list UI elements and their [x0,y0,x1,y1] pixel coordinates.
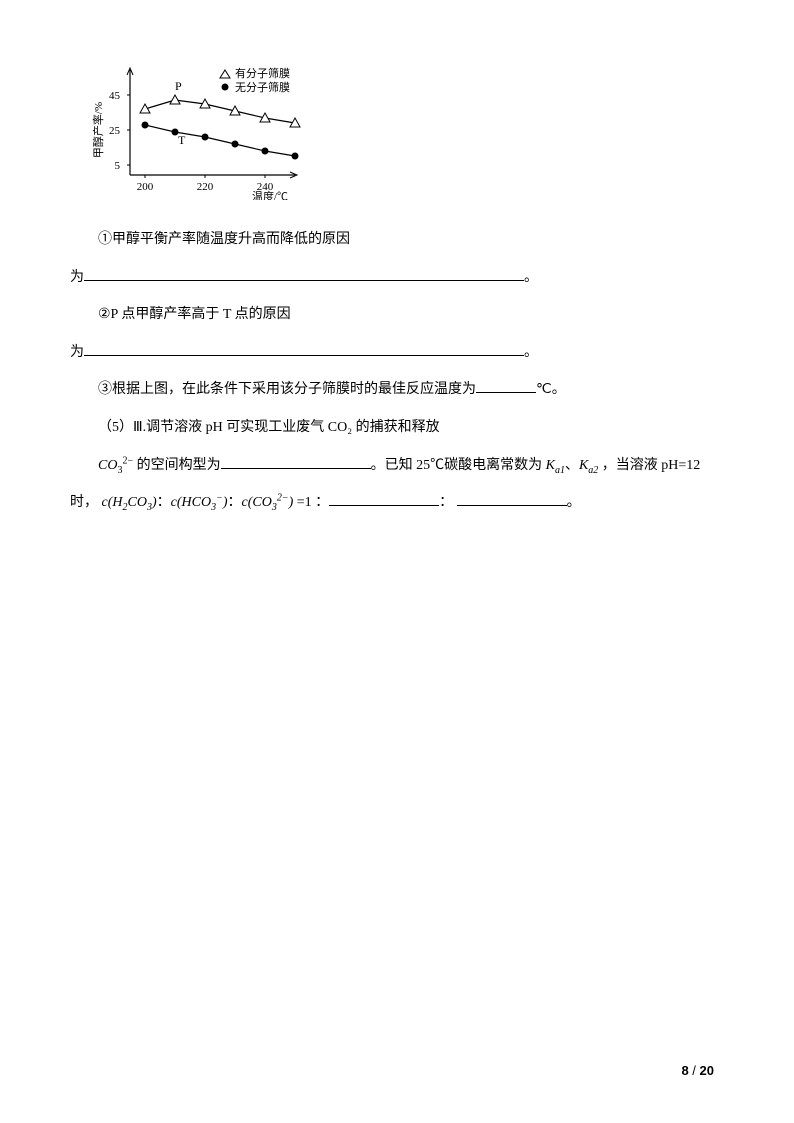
q1-label: ①甲醇平衡产率随温度升高而降低的原因 [70,223,724,257]
q1-blank[interactable] [84,267,524,281]
co3-sub: 3 [117,464,122,475]
q3-prefix: ③根据上图，在此条件下采用该分子筛膜时的最佳反应温度为 [98,382,476,397]
q5-mid3: ，当溶液 pH=12 [598,458,700,473]
q5-line1: CO32− 的空间构型为。已知 25℃碳酸电离常数为 Ka1、Ka2 ，当溶液 … [70,449,724,483]
svg-text:25: 25 [109,125,121,137]
q2-suffix: 。 [524,345,538,360]
page-current: 8 [681,1063,688,1078]
svg-text:220: 220 [197,181,214,193]
page-footer: 8 / 20 [681,1063,714,1078]
eq: =1 ： [293,495,329,510]
svg-text:甲醇产率/%: 甲醇产率/% [91,102,105,158]
colon1: ： [157,495,171,510]
colon3: ： [439,495,453,510]
svg-text:P: P [175,79,182,93]
q5-blank-shape[interactable] [221,455,371,469]
q5-header: （5）Ⅲ.调节溶液 pH 可实现工业废气 CO₂ 的捕获和释放 [70,411,724,445]
q1-prefix: 为 [70,270,84,285]
chart-svg: 5 25 45 200 220 240 甲醇产率/% 温度/℃ P T 有分子筛… [90,60,310,200]
q1-blank-line: 为。 [70,261,724,295]
q5-ratio-blank-1[interactable] [329,492,439,506]
ka1-sub: a1 [555,464,565,475]
methanol-yield-chart: 5 25 45 200 220 240 甲醇产率/% 温度/℃ P T 有分子筛… [90,60,724,205]
page-sep: / [689,1063,700,1078]
q2-blank-line: 为。 [70,336,724,370]
c-h2co3: c(H2CO3) [102,495,157,510]
co3-c: CO [98,458,117,473]
legend-item-1: 有分子筛膜 [235,66,290,80]
q2-prefix: 为 [70,345,84,360]
svg-text:温度/℃: 温度/℃ [252,189,288,200]
legend-item-2: 无分子筛膜 [235,80,290,94]
q2-label: ②P 点甲醇产率高于 T 点的原因 [70,298,724,332]
co3-sup: 2− [122,455,133,466]
q5-mid1: 的空间构型为 [133,458,221,473]
q3-line: ③根据上图，在此条件下采用该分子筛膜时的最佳反应温度为 ℃。 [70,373,724,407]
colon2: ： [227,495,241,510]
q5-line2: 时， c(H2CO3)：c(HCO3−)：c(CO32−) =1 ：： 。 [70,486,724,520]
page-total: 20 [700,1063,714,1078]
svg-text:45: 45 [109,90,121,102]
q1-suffix: 。 [524,270,538,285]
q3-unit: ℃。 [536,382,566,397]
q2-blank[interactable] [84,342,524,356]
q5l2-pre: 时， [70,495,102,510]
q5-mid2: 。已知 25℃碳酸电离常数为 [371,458,546,473]
svg-text:T: T [178,133,186,147]
ka2-sub: a2 [588,464,598,475]
svg-text:5: 5 [115,160,121,172]
ka-sep: 、 [565,458,579,473]
q3-blank[interactable] [476,379,536,393]
ka1-k: K [546,458,555,473]
svg-text:200: 200 [137,181,154,193]
q5-ratio-blank-2[interactable] [457,492,567,506]
c-hco3: c(HCO3−) [171,495,228,510]
q5l2-end: 。 [567,495,581,510]
c-co3: c(CO32−) [241,495,293,510]
ka2-k: K [579,458,588,473]
